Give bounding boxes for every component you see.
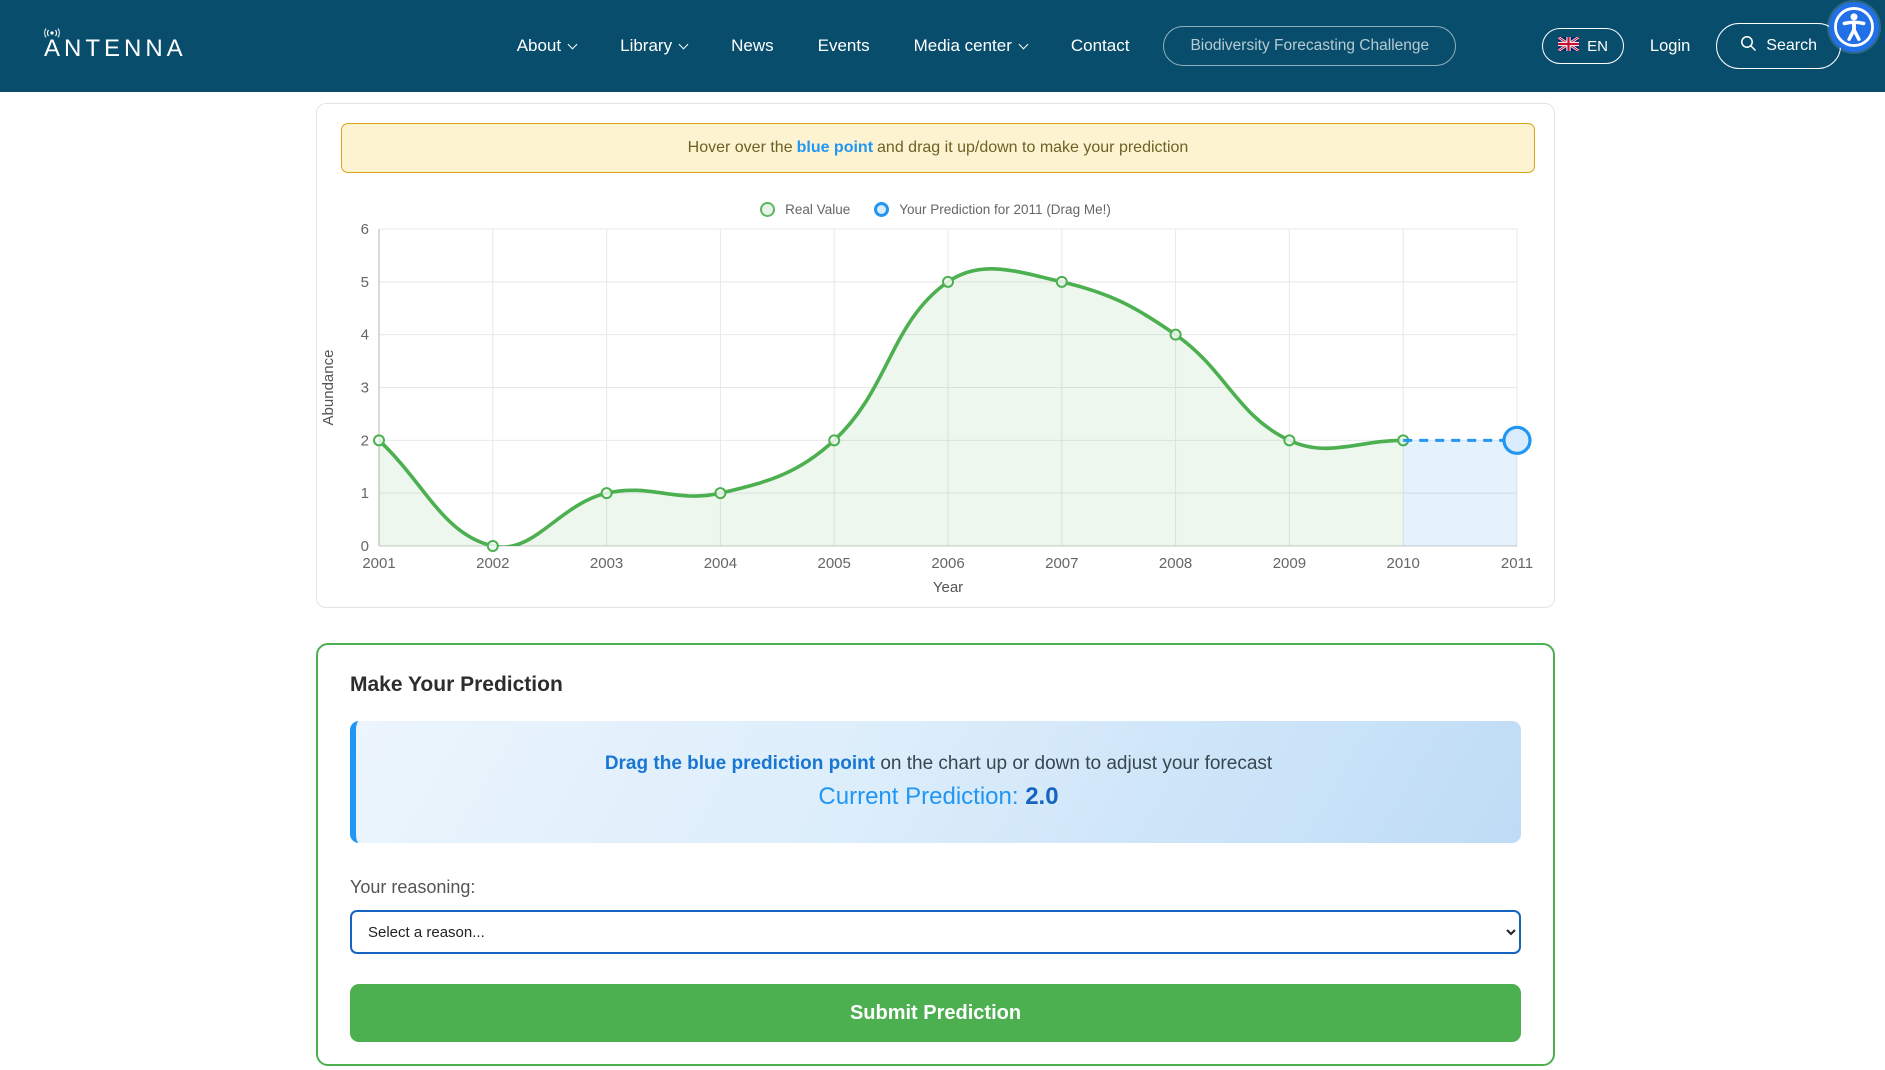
language-selector[interactable]: EN — [1542, 28, 1624, 64]
top-navigation-bar: ANTENNA About Library News Events Media … — [0, 0, 1885, 92]
login-link[interactable]: Login — [1649, 36, 1691, 55]
prediction-legend-swatch[interactable] — [874, 201, 890, 217]
svg-text:2007: 2007 — [1045, 555, 1078, 572]
chart-legend: Real Value Your Prediction for 2011 (Dra… — [317, 199, 1554, 219]
svg-text:5: 5 — [361, 274, 369, 291]
nav-item-news[interactable]: News — [731, 36, 774, 55]
nav-item-events[interactable]: Events — [817, 36, 870, 55]
antenna-logo[interactable]: ANTENNA — [44, 28, 187, 63]
uk-flag-icon — [1557, 35, 1580, 55]
nav-item-library[interactable]: Library — [620, 36, 689, 56]
search-button[interactable]: Search — [1716, 23, 1841, 69]
brand-name: ANTENNA — [44, 35, 187, 62]
nav-item-media-center[interactable]: Media center — [914, 36, 1029, 56]
svg-text:6: 6 — [361, 221, 369, 238]
prediction-info-box: Drag the blue prediction point on the ch… — [350, 721, 1521, 843]
language-code: EN — [1587, 37, 1608, 55]
nav-right-group: EN Login Search — [1542, 23, 1841, 69]
nav-item-about[interactable]: About — [517, 36, 578, 56]
svg-text:1: 1 — [361, 485, 369, 502]
prediction-drag-point[interactable] — [1502, 425, 1532, 455]
svg-text:0: 0 — [361, 538, 369, 555]
submit-prediction-button[interactable]: Submit Prediction — [350, 984, 1521, 1042]
y-axis-title: Abundance — [320, 350, 337, 426]
abundance-chart[interactable]: 2001 2002 2003 2004 2005 2006 2007 2008 2009 2010… — [317, 221, 1554, 601]
real-value-legend-swatch[interactable] — [760, 201, 776, 217]
chevron-down-icon — [1018, 39, 1029, 49]
real-value-series — [379, 267, 1405, 546]
chart-axis-labels: 2001 2002 2003 2004 2005 2006 2007 2008 2009 2010… — [320, 221, 1533, 596]
accessibility-person-icon — [1834, 7, 1874, 47]
svg-text:2: 2 — [361, 432, 369, 449]
drag-instruction-text: Drag the blue prediction point on the ch… — [604, 753, 1273, 774]
svg-text:2005: 2005 — [818, 555, 851, 572]
biodiversity-challenge-button[interactable]: Biodiversity Forecasting Challenge — [1163, 26, 1457, 66]
drag-instruction-banner: Hover over the blue point and drag it up… — [341, 123, 1535, 173]
svg-text:2011: 2011 — [1501, 555, 1533, 572]
chevron-down-icon — [567, 39, 578, 49]
svg-text:2008: 2008 — [1159, 555, 1192, 572]
svg-text:2003: 2003 — [590, 555, 623, 572]
main-menu: About Library News Events Media center C… — [517, 36, 1130, 56]
real-value-legend-label[interactable]: Real Value — [785, 201, 851, 217]
svg-text:2006: 2006 — [931, 555, 964, 572]
svg-text:2010: 2010 — [1387, 555, 1420, 572]
svg-text:3: 3 — [361, 380, 369, 397]
reasoning-select[interactable]: Select a reason... — [350, 910, 1521, 954]
real-value-points — [373, 275, 1410, 552]
current-prediction-value: 2.0 — [1025, 783, 1059, 810]
svg-text:2009: 2009 — [1273, 555, 1306, 572]
make-prediction-card: Make Your Prediction Drag the blue predi… — [316, 643, 1555, 1066]
accessibility-widget-button[interactable] — [1829, 2, 1879, 52]
prediction-legend-label[interactable]: Your Prediction for 2011 (Drag Me!) — [899, 201, 1111, 217]
antenna-waves-icon — [41, 24, 63, 43]
current-prediction-readout: Current Prediction: 2.0 — [818, 783, 1059, 810]
svg-text:2001: 2001 — [362, 555, 395, 572]
svg-text:2004: 2004 — [704, 555, 737, 572]
chevron-down-icon — [678, 39, 689, 49]
prediction-card-title: Make Your Prediction — [350, 673, 563, 696]
nav-item-contact[interactable]: Contact — [1070, 36, 1130, 55]
svg-text:4: 4 — [361, 327, 369, 344]
search-icon — [1740, 35, 1757, 57]
svg-text:2002: 2002 — [476, 555, 509, 572]
blue-point-highlight: blue point — [796, 139, 874, 156]
reasoning-label: Your reasoning: — [350, 877, 476, 897]
forecast-chart-card: Hover over the blue point and drag it up… — [316, 103, 1555, 608]
chart-grid — [378, 228, 1518, 547]
prediction-series — [1403, 425, 1532, 546]
x-axis-title: Year — [933, 579, 963, 596]
